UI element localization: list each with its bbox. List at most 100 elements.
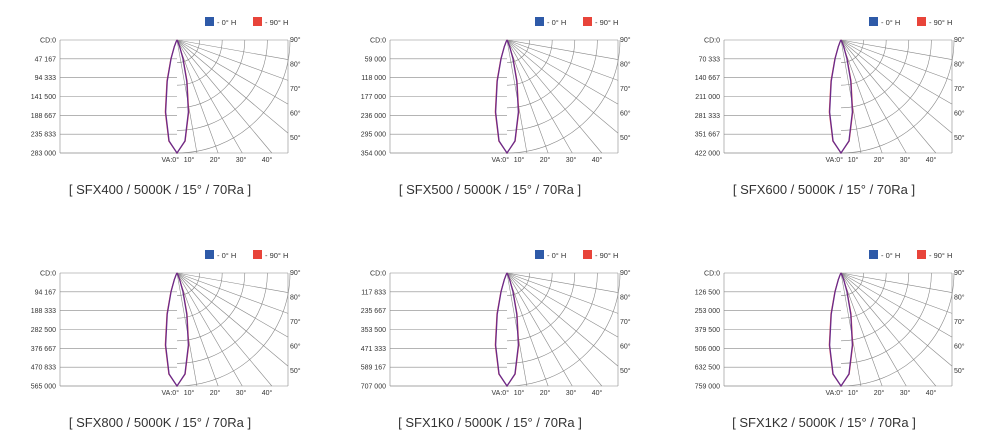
polar-chart-svg: - 0° H - 90° H CD:0 59 000 118 000 177 000 236… xyxy=(361,17,631,164)
curve-0h xyxy=(494,272,520,388)
angle-spoke xyxy=(176,272,289,314)
radial-tick-label: 188 667 xyxy=(31,113,56,120)
radial-tick-label: 59 000 xyxy=(365,56,387,63)
angle-arc xyxy=(176,39,223,86)
angle-arc xyxy=(176,272,246,342)
bottom-angle-label: 20° xyxy=(210,156,221,164)
va-label: VA:0° xyxy=(162,389,180,397)
radial-tick-label: 295 000 xyxy=(361,132,386,139)
polar-chart-svg: - 0° H - 90° H CD:0 70 333 140 667 211 000 281… xyxy=(695,17,965,164)
legend-swatch xyxy=(253,17,262,26)
right-angle-label: 70° xyxy=(290,318,301,326)
radial-tick-label: 351 667 xyxy=(695,132,720,139)
legend-swatch xyxy=(535,17,544,26)
angle-arc xyxy=(506,39,553,86)
angle-arc xyxy=(176,39,246,109)
angle-spoke xyxy=(176,39,243,154)
right-angle-label: 70° xyxy=(620,318,631,326)
chart-caption: [ SFX1K0 / 5000K / 15° / 70Ra ] xyxy=(398,415,582,430)
radial-tick-label: 117 833 xyxy=(361,289,386,296)
polar-chart-svg: - 0° H - 90° H CD:0 126 500 253 000 379 500 50… xyxy=(695,250,965,397)
angle-spoke xyxy=(840,39,883,154)
angle-spoke xyxy=(176,39,289,134)
polar-chart-panel: - 0° H - 90° H CD:0 47 167 94 333 141 500 188 … xyxy=(0,0,320,200)
legend-label: - 0° H xyxy=(547,251,566,260)
right-angle-label: 90° xyxy=(290,269,301,277)
chart-caption: [ SFX400 / 5000K / 15° / 70Ra ] xyxy=(68,182,252,197)
polar-grid xyxy=(723,39,955,154)
angle-spoke xyxy=(506,39,619,81)
angle-spoke xyxy=(176,39,273,154)
polar-chart-panel: - 0° H - 90° H CD:0 70 333 140 667 211 000 281… xyxy=(664,0,984,200)
angle-arc xyxy=(840,39,910,109)
legend-label: - 90° H xyxy=(929,18,952,27)
bottom-angle-label: 30° xyxy=(900,156,911,164)
angle-spoke xyxy=(506,272,619,293)
polar-grid xyxy=(59,272,291,387)
chart-legend: - 0° H - 90° H xyxy=(869,17,952,27)
angle-spoke xyxy=(506,272,619,367)
angle-spoke xyxy=(840,39,953,134)
angle-arc xyxy=(506,272,598,364)
legend-label: - 90° H xyxy=(265,251,288,260)
bottom-angle-label: 20° xyxy=(874,156,885,164)
right-angle-label: 80° xyxy=(620,61,631,69)
right-angle-label: 90° xyxy=(620,269,631,277)
angle-spoke xyxy=(176,272,289,338)
angle-spoke xyxy=(506,272,619,338)
radial-tick-label: 281 333 xyxy=(695,113,720,120)
legend-label: - 0° H xyxy=(881,18,900,27)
bottom-angle-label: 30° xyxy=(566,156,577,164)
angle-arc xyxy=(506,272,576,342)
legend-label: - 0° H xyxy=(881,251,900,260)
polar-chart-svg: - 0° H - 90° H CD:0 117 833 235 667 353 500 47… xyxy=(361,250,631,397)
radial-tick-label: 253 000 xyxy=(695,308,720,315)
right-angle-label: 80° xyxy=(290,294,301,302)
polar-chart-panel: - 0° H - 90° H CD:0 94 167 188 333 282 500 376… xyxy=(0,233,320,433)
angle-spoke xyxy=(840,272,953,314)
radial-tick-label: 94 333 xyxy=(35,75,57,82)
chart-legend: - 0° H - 90° H xyxy=(205,250,288,260)
polar-chart-svg: - 0° H - 90° H CD:0 47 167 94 333 141 500 188 … xyxy=(31,17,301,164)
bottom-angle-label: 20° xyxy=(540,156,551,164)
bottom-angle-label: 40° xyxy=(926,389,937,397)
bottom-angle-label: 10° xyxy=(514,389,525,397)
angle-spoke xyxy=(506,39,619,105)
angle-spoke xyxy=(840,272,883,387)
angle-spoke xyxy=(840,272,953,367)
curve-0h xyxy=(828,272,854,388)
right-angle-label: 60° xyxy=(954,343,965,351)
angle-arc xyxy=(176,272,291,387)
legend-swatch xyxy=(583,17,592,26)
bottom-angle-label: 30° xyxy=(566,389,577,397)
radial-tick-label: 379 500 xyxy=(695,327,720,334)
angle-spoke xyxy=(176,272,243,387)
radial-tick-label: 471 333 xyxy=(361,346,386,353)
legend-swatch xyxy=(869,250,878,259)
radial-tick-label: 47 167 xyxy=(35,56,57,63)
angle-arc xyxy=(176,272,268,364)
legend-swatch xyxy=(583,250,592,259)
right-angle-label: 50° xyxy=(620,367,631,375)
angle-spoke xyxy=(840,39,953,60)
va-label: VA:0° xyxy=(826,156,844,164)
right-angle-label: 60° xyxy=(290,110,301,118)
angle-spoke xyxy=(176,272,289,367)
angle-spoke xyxy=(840,39,937,154)
legend-swatch xyxy=(205,250,214,259)
radial-tick-label: 354 000 xyxy=(361,151,386,158)
radial-tick-label: CD:0 xyxy=(40,38,56,45)
bottom-angle-label: 20° xyxy=(874,389,885,397)
radial-tick-label: 353 500 xyxy=(361,327,386,334)
bottom-angle-label: 30° xyxy=(236,389,247,397)
legend-swatch xyxy=(917,250,926,259)
angle-arc xyxy=(840,39,864,63)
angle-spoke xyxy=(840,272,937,387)
angle-arc xyxy=(506,272,553,319)
radial-tick-label: 235 833 xyxy=(31,132,56,139)
right-angle-label: 70° xyxy=(620,85,631,93)
bottom-angle-label: 10° xyxy=(848,156,859,164)
right-angle-label: 50° xyxy=(620,134,631,142)
radial-tick-label: 236 000 xyxy=(361,113,386,120)
radial-tick-label: 177 000 xyxy=(361,94,386,101)
